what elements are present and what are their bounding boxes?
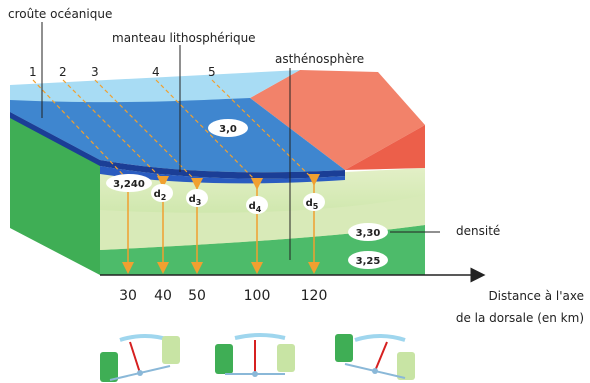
density-value: 3,25	[356, 256, 381, 267]
tick-label: 100	[244, 288, 271, 304]
symbol: d	[189, 194, 196, 205]
subscript: 3	[196, 198, 202, 207]
column-number: 4	[152, 65, 160, 79]
density-value: 3,30	[356, 228, 381, 239]
symbol: d	[249, 201, 256, 212]
tick-label: 120	[301, 288, 328, 304]
symbol: d	[154, 189, 161, 200]
column-number: 3	[91, 65, 99, 79]
block	[10, 70, 425, 275]
symbol: d	[306, 198, 313, 209]
balance-icons	[100, 334, 415, 382]
tick-label: 50	[188, 288, 206, 304]
subscript: 4	[256, 205, 262, 214]
label: asthénosphère	[275, 52, 364, 66]
diagram: croûte océanique manteau lithosphérique …	[0, 0, 590, 383]
column-number: 1	[29, 65, 37, 79]
subscript: 5	[313, 202, 319, 211]
density-value: 3,0	[219, 124, 237, 135]
axis-title: de la dorsale (en km)	[456, 311, 584, 325]
tick-label: 30	[119, 288, 137, 304]
density-value: 3,240	[113, 179, 145, 190]
subscript: 2	[161, 193, 167, 202]
label: manteau lithosphérique	[112, 31, 256, 45]
axis-title: Distance à l'axe	[488, 289, 584, 303]
label: densité	[456, 224, 500, 238]
column-number: 2	[59, 65, 67, 79]
label: croûte océanique	[8, 7, 112, 21]
tick-label: 40	[154, 288, 172, 304]
column-number: 5	[208, 65, 216, 79]
